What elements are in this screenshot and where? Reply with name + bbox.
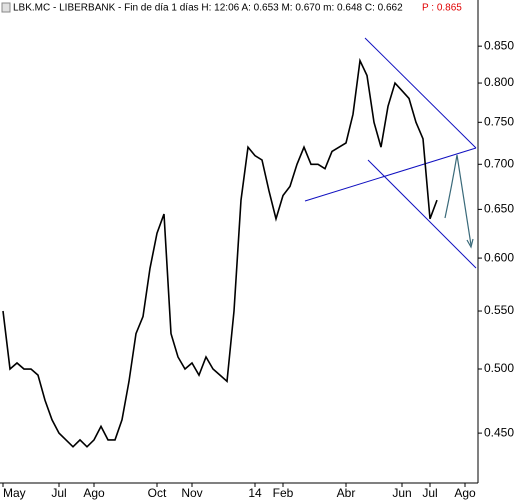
y-tick-label: 0.500: [484, 361, 514, 375]
trendline: [364, 37, 477, 149]
x-tick-label: Abr: [337, 486, 356, 500]
y-tick-label: 0.450: [484, 425, 514, 439]
x-tick-label: Ago: [454, 486, 476, 500]
y-tick-label: 0.550: [484, 303, 514, 317]
x-tick-label: 14: [248, 486, 262, 500]
price-line: [2, 57, 438, 448]
trendlines: [304, 37, 477, 269]
forecast-arrow: [444, 154, 474, 249]
chart-title: LBK.MC - LIBERBANK - Fin de día 1 días H…: [13, 3, 403, 14]
icon: [1, 2, 11, 13]
price-label: P : 0.865: [422, 3, 462, 14]
x-tick-label: Ago: [83, 486, 105, 500]
x-tick-label: Jun: [392, 486, 411, 500]
y-tick-label: 0.700: [484, 156, 514, 170]
x-tick-label: Jul: [422, 486, 437, 500]
trendline: [367, 159, 477, 269]
x-tick-label: Feb: [273, 486, 294, 500]
y-tick-label: 0.850: [484, 38, 514, 52]
x-tick-label: Oct: [148, 486, 167, 500]
arrow-head: [466, 238, 474, 249]
y-tick-label: 0.800: [484, 75, 514, 89]
trendline: [304, 147, 477, 202]
y-tick-label: 0.650: [484, 202, 514, 216]
y-tick-label: 0.600: [484, 250, 514, 264]
x-tick-label: Nov: [181, 486, 202, 500]
x-tick-label: May: [3, 486, 26, 500]
x-tick-label: Jul: [51, 486, 66, 500]
y-tick-label: 0.750: [484, 114, 514, 128]
arrow-path: [444, 154, 472, 246]
